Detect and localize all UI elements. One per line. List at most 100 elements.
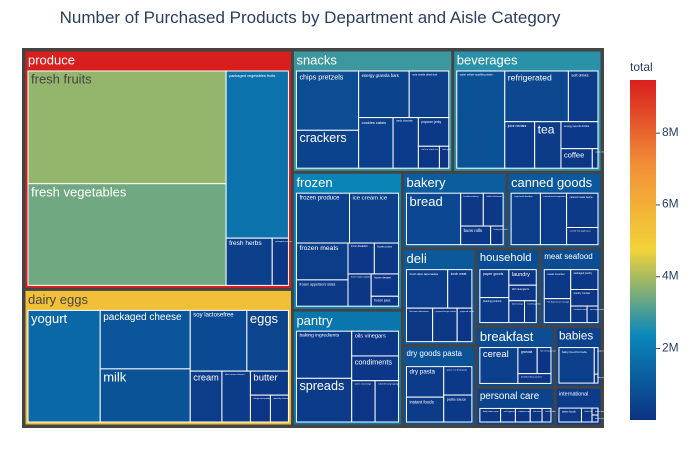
aisle-box (591, 148, 599, 169)
aisle-label: buns rolls (464, 228, 482, 233)
aisle-box (417, 117, 450, 147)
aisle-box (456, 70, 506, 169)
colorbar-tick-label: 2M (662, 340, 679, 354)
aisle-label: tortillas flat bread (486, 195, 501, 198)
aisle-label: poultry counter (574, 292, 591, 295)
aisle-label: dry pasta (409, 369, 435, 376)
aisle-box (504, 121, 536, 169)
aisle-label: dish detergents (512, 288, 530, 291)
aisle-label: cookies cakes (362, 120, 386, 125)
aisle-label: diapers wipes (597, 350, 609, 352)
aisle-box (392, 117, 419, 169)
aisle-label: frozen appetizers sides (299, 282, 335, 286)
aisle-label: indian foods (595, 411, 606, 413)
aisle-label: frozen vegan vegetarian (351, 276, 372, 279)
aisle-box (432, 307, 458, 343)
department-label: dairy eggs (28, 292, 88, 307)
aisle-label: canned jarred vegetables (543, 195, 565, 198)
aisle-label: laundry (512, 272, 530, 278)
aisle-label: meat counter (547, 272, 565, 276)
aisle-label: grains rice dried goods (447, 369, 467, 371)
chart-title: Number of Purchased Products by Departme… (60, 8, 561, 27)
aisle-box (351, 380, 376, 423)
aisle-box (405, 366, 445, 398)
aisle-box (246, 309, 289, 372)
aisle-label: frozen produce (299, 195, 340, 201)
aisle-label: crackers (299, 131, 346, 145)
aisle-box (358, 117, 394, 169)
aisle-label: baking ingredients (299, 333, 339, 339)
aisle-label: yogurt (31, 311, 68, 326)
aisle-label: cocoa drink mixes (595, 151, 611, 153)
aisle-label: milk (103, 369, 127, 384)
aisle-label: frozen juice (374, 299, 391, 303)
aisle-box (99, 368, 191, 423)
aisle-label: spreads (299, 379, 344, 393)
aisle-box (189, 309, 248, 372)
aisle-box (541, 407, 552, 423)
aisle-label: coffee (564, 150, 584, 159)
aisle-box (504, 70, 569, 123)
aisle-label: packaged vegetables fruits (229, 73, 275, 78)
aisle-box (405, 192, 462, 246)
aisle-label: energy granola bars (362, 73, 399, 78)
aisle-label: granola (521, 350, 532, 354)
colorbar-title: total (630, 60, 653, 74)
department-label: household (480, 252, 532, 264)
aisle-label: bakery desserts (494, 228, 508, 231)
aisle-label: kosher foods (595, 418, 606, 420)
aisle-label: tea (538, 122, 555, 136)
aisle-label: frozen dessert (374, 276, 391, 280)
aisle-box (295, 279, 349, 307)
aisle-label: energy sports drinks (564, 124, 590, 128)
aisle-label: condiments (355, 358, 393, 367)
aisle-label: canned fruit applesauce (570, 229, 592, 232)
aisle-box (225, 70, 289, 239)
aisle-box (408, 70, 450, 119)
aisle-box (490, 225, 504, 246)
aisle-box (27, 309, 101, 423)
aisle-label: soup broth bouillon (514, 195, 533, 198)
aisle-label: trash bags liners (528, 303, 543, 306)
aisle-label: body lotions soap (483, 410, 499, 413)
aisle-box (566, 226, 599, 246)
aisle-label: baby accessories (597, 377, 612, 379)
department-label: snacks (296, 53, 337, 68)
aisle-label: cream (193, 373, 219, 383)
aisle-box (534, 121, 562, 169)
aisle-label: lunch meat (451, 272, 467, 276)
aisle-label: soy lactosefree (193, 313, 234, 319)
aisle-label: refrigerated pudding desserts (253, 397, 279, 400)
aisle-label: water seltzer sparkling water (460, 73, 493, 77)
aisle-label: oils vinegars (355, 333, 386, 339)
aisle-box (271, 237, 289, 286)
aisle-box (225, 237, 273, 286)
aisle-box (510, 192, 541, 246)
aisle-label: instant foods (409, 399, 433, 404)
aisle-label: packaged poultry (574, 272, 593, 275)
aisle-box (539, 192, 568, 246)
aisle-box (374, 380, 399, 423)
aisle-label: packaged produce (275, 241, 292, 243)
aisle-label: soft drinks (571, 73, 588, 77)
aisle-box (27, 183, 227, 286)
department-label: breakfast (480, 329, 534, 344)
aisle-box (189, 370, 223, 423)
aisle-label: seafood counter (574, 308, 589, 311)
aisle-box (524, 300, 537, 324)
aisle-box (295, 129, 360, 169)
aisle-label: cleaning products (483, 300, 503, 303)
aisle-label: pasta sauce (447, 397, 466, 401)
department-label: babies (559, 330, 593, 343)
aisle-box (591, 414, 599, 423)
department-label: beverages (457, 53, 518, 68)
aisle-label: oral hygiene (504, 411, 516, 413)
aisle-label: hair care (533, 411, 542, 413)
aisle-box (249, 370, 289, 396)
aisle-label: juice nectars (507, 124, 527, 128)
aisle-box (479, 347, 519, 384)
aisle-label: refrigerated (508, 72, 552, 82)
aisle-box (482, 192, 504, 227)
aisle-label: hot cereal pancake mixes (540, 349, 563, 352)
